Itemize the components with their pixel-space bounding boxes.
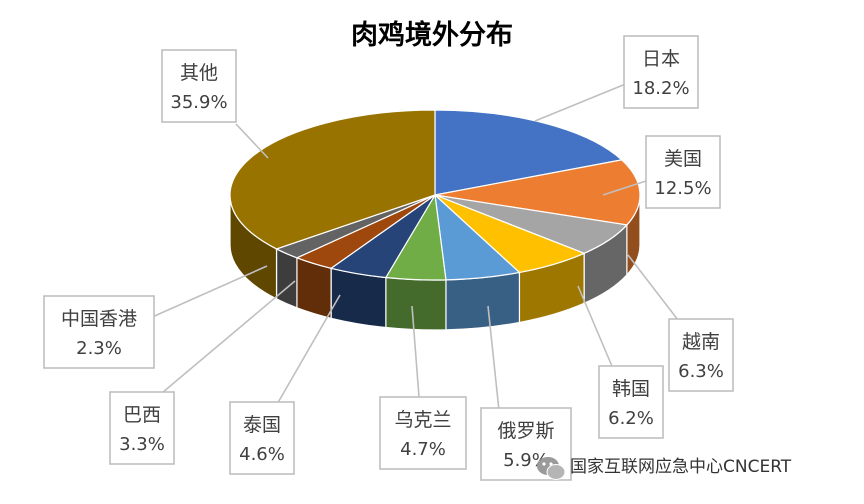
- leader-line-7: [149, 280, 296, 404]
- slice-label: 中国香港: [61, 308, 137, 330]
- data-label-5: 乌克兰 4.7%: [379, 396, 467, 470]
- data-label-8: 中国香港 2.3%: [43, 295, 155, 369]
- slice-label: 日本: [642, 48, 680, 70]
- slice-label: 其他: [180, 62, 218, 84]
- leader-line-1: [602, 179, 650, 196]
- slice-value: 4.7%: [400, 439, 446, 460]
- wechat-icon: [537, 457, 566, 480]
- slice-label: 俄罗斯: [497, 420, 554, 442]
- leader-line-0: [534, 82, 629, 122]
- slice-label: 泰国: [243, 414, 281, 436]
- pie-side-5: [385, 276, 447, 331]
- data-label-7: 巴西 3.3%: [109, 391, 175, 465]
- leader-line-6: [271, 294, 341, 414]
- data-label-box: [43, 295, 155, 369]
- data-label-box: [161, 49, 237, 123]
- pie-slice-1: [434, 159, 641, 226]
- pie-tops: [229, 109, 641, 281]
- data-label-6: 泰国 4.6%: [229, 401, 295, 475]
- data-label-box: [109, 391, 175, 465]
- data-label-box: [379, 396, 467, 470]
- slice-value: 6.3%: [678, 361, 724, 382]
- chart-title: 肉鸡境外分布: [351, 20, 513, 51]
- slice-label: 巴西: [123, 404, 161, 426]
- slice-value: 6.2%: [608, 408, 654, 429]
- pie-side-8: [275, 247, 298, 309]
- pie-slice-9: [229, 109, 436, 250]
- slice-value: 4.6%: [239, 444, 285, 465]
- leader-line-5: [411, 305, 421, 411]
- data-label-box: [623, 35, 699, 109]
- data-label-box: [229, 401, 295, 475]
- watermark: 国家互联网应急中心CNCERT: [537, 457, 792, 480]
- slice-label: 美国: [664, 148, 702, 170]
- slice-value: 2.3%: [76, 338, 122, 359]
- leader-line-3: [577, 285, 618, 379]
- slice-label: 越南: [682, 331, 720, 353]
- slice-value: 3.3%: [119, 434, 165, 455]
- data-label-3: 韩国 6.2%: [598, 365, 664, 439]
- pie-slice-0: [434, 109, 623, 196]
- pie-side-4: [445, 271, 521, 331]
- watermark-text: 国家互联网应急中心CNCERT: [570, 457, 792, 477]
- data-label-0: 日本 18.2%: [623, 35, 699, 109]
- data-labels: 日本18.2%美国12.5%越南6.3%韩国6.2%俄罗斯5.9%乌克兰4.7%…: [43, 35, 734, 481]
- slice-value: 18.2%: [632, 78, 689, 99]
- slice-label: 韩国: [612, 378, 650, 400]
- slice-value: 35.9%: [170, 92, 227, 113]
- leader-line-9: [235, 123, 269, 159]
- leader-line-4: [487, 305, 501, 421]
- data-label-9: 其他 35.9%: [161, 49, 237, 123]
- slice-label: 乌克兰: [394, 409, 451, 431]
- data-label-box: [668, 318, 734, 392]
- data-label-box: [598, 365, 664, 439]
- leader-line-8: [149, 265, 268, 319]
- data-label-box: [645, 135, 721, 209]
- data-label-2: 越南 6.3%: [668, 318, 734, 392]
- pie-sides: [229, 194, 641, 331]
- data-label-1: 美国 12.5%: [645, 135, 721, 209]
- slice-value: 12.5%: [654, 178, 711, 199]
